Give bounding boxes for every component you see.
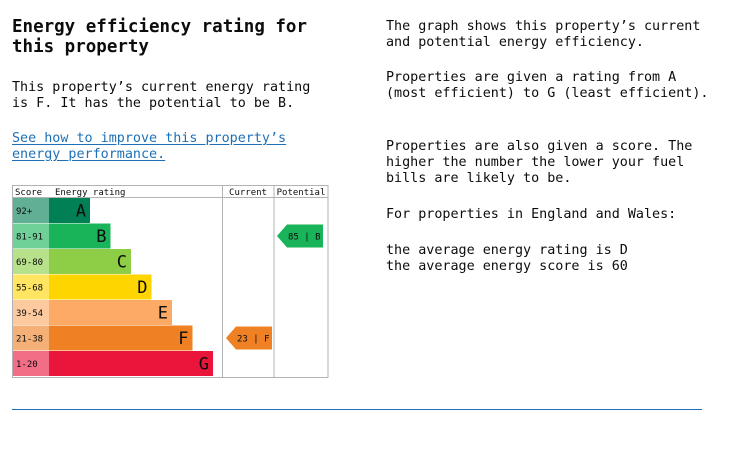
- average-score-text: the average energy score is 60: [386, 259, 628, 274]
- section-divider: [12, 409, 702, 410]
- header-potential: Potential: [277, 188, 326, 198]
- page-title: Energy efficiency rating for this proper…: [12, 17, 308, 57]
- score-range-e: 39-54: [16, 309, 43, 319]
- score-range-g: 1-20: [16, 360, 38, 370]
- score-cell-b: [13, 223, 49, 249]
- energy-rating-chart: Score Energy rating Current Potential 92…: [12, 185, 329, 378]
- rating-bar-c: [49, 249, 131, 274]
- rating-bar-g: [49, 351, 213, 376]
- current-marker-arrow: [226, 326, 272, 350]
- rating-bar-e: [49, 300, 172, 325]
- average-rating-text: the average energy rating is D: [386, 243, 628, 258]
- rating-bar-b: [49, 223, 111, 249]
- potential-marker-label: 85 | B: [288, 233, 321, 243]
- potential-marker-arrow: [277, 224, 323, 248]
- rating-letter-a: A: [76, 202, 86, 222]
- current-marker-label: 23 | F: [237, 335, 270, 345]
- header-score: Score: [15, 188, 42, 198]
- rating-letter-g: G: [199, 355, 209, 375]
- score-cell-d: [13, 274, 49, 300]
- rating-bar-f: [49, 325, 193, 351]
- score-cell-c: [13, 249, 49, 274]
- current-rating-text: This property’s current energy rating is…: [12, 80, 311, 111]
- rating-bar-d: [49, 274, 152, 300]
- score-range-a: 92+: [16, 207, 33, 217]
- score-range-b: 81-91: [16, 233, 43, 243]
- score-cell-f: [13, 325, 49, 351]
- score-cell-a: [13, 198, 49, 223]
- graph-description: The graph shows this property’s current …: [386, 19, 701, 50]
- rating-letter-d: D: [137, 278, 147, 298]
- header-energy-rating: Energy rating: [55, 188, 125, 198]
- rating-letter-b: B: [96, 227, 106, 247]
- rating-bands: 92+ A 81-91 B 69-80 C 55-68 D 39-54 E 21-38 F 1-20 G: [13, 198, 213, 376]
- rating-bar-a: [49, 198, 90, 223]
- region-text: For properties in England and Wales:: [386, 207, 677, 222]
- score-range-c: 69-80: [16, 258, 43, 268]
- rating-markers: 23 | F 85 | B: [226, 224, 323, 350]
- score-description: Properties are also given a score. The h…: [386, 139, 693, 186]
- score-range-f: 21-38: [16, 335, 43, 345]
- header-current: Current: [229, 188, 267, 198]
- chart-frame: [12, 185, 329, 378]
- improve-performance-link[interactable]: See how to improve this property’s energ…: [12, 131, 287, 162]
- ratings-description: Properties are given a rating from A (mo…: [386, 70, 709, 101]
- score-range-d: 55-68: [16, 284, 43, 294]
- score-cell-g: [13, 351, 49, 376]
- score-cell-e: [13, 300, 49, 325]
- rating-letter-e: E: [158, 304, 168, 324]
- rating-letter-c: C: [117, 253, 127, 273]
- rating-letter-f: F: [178, 329, 188, 349]
- improve-link-container: See how to improve this property’s energ…: [12, 131, 332, 163]
